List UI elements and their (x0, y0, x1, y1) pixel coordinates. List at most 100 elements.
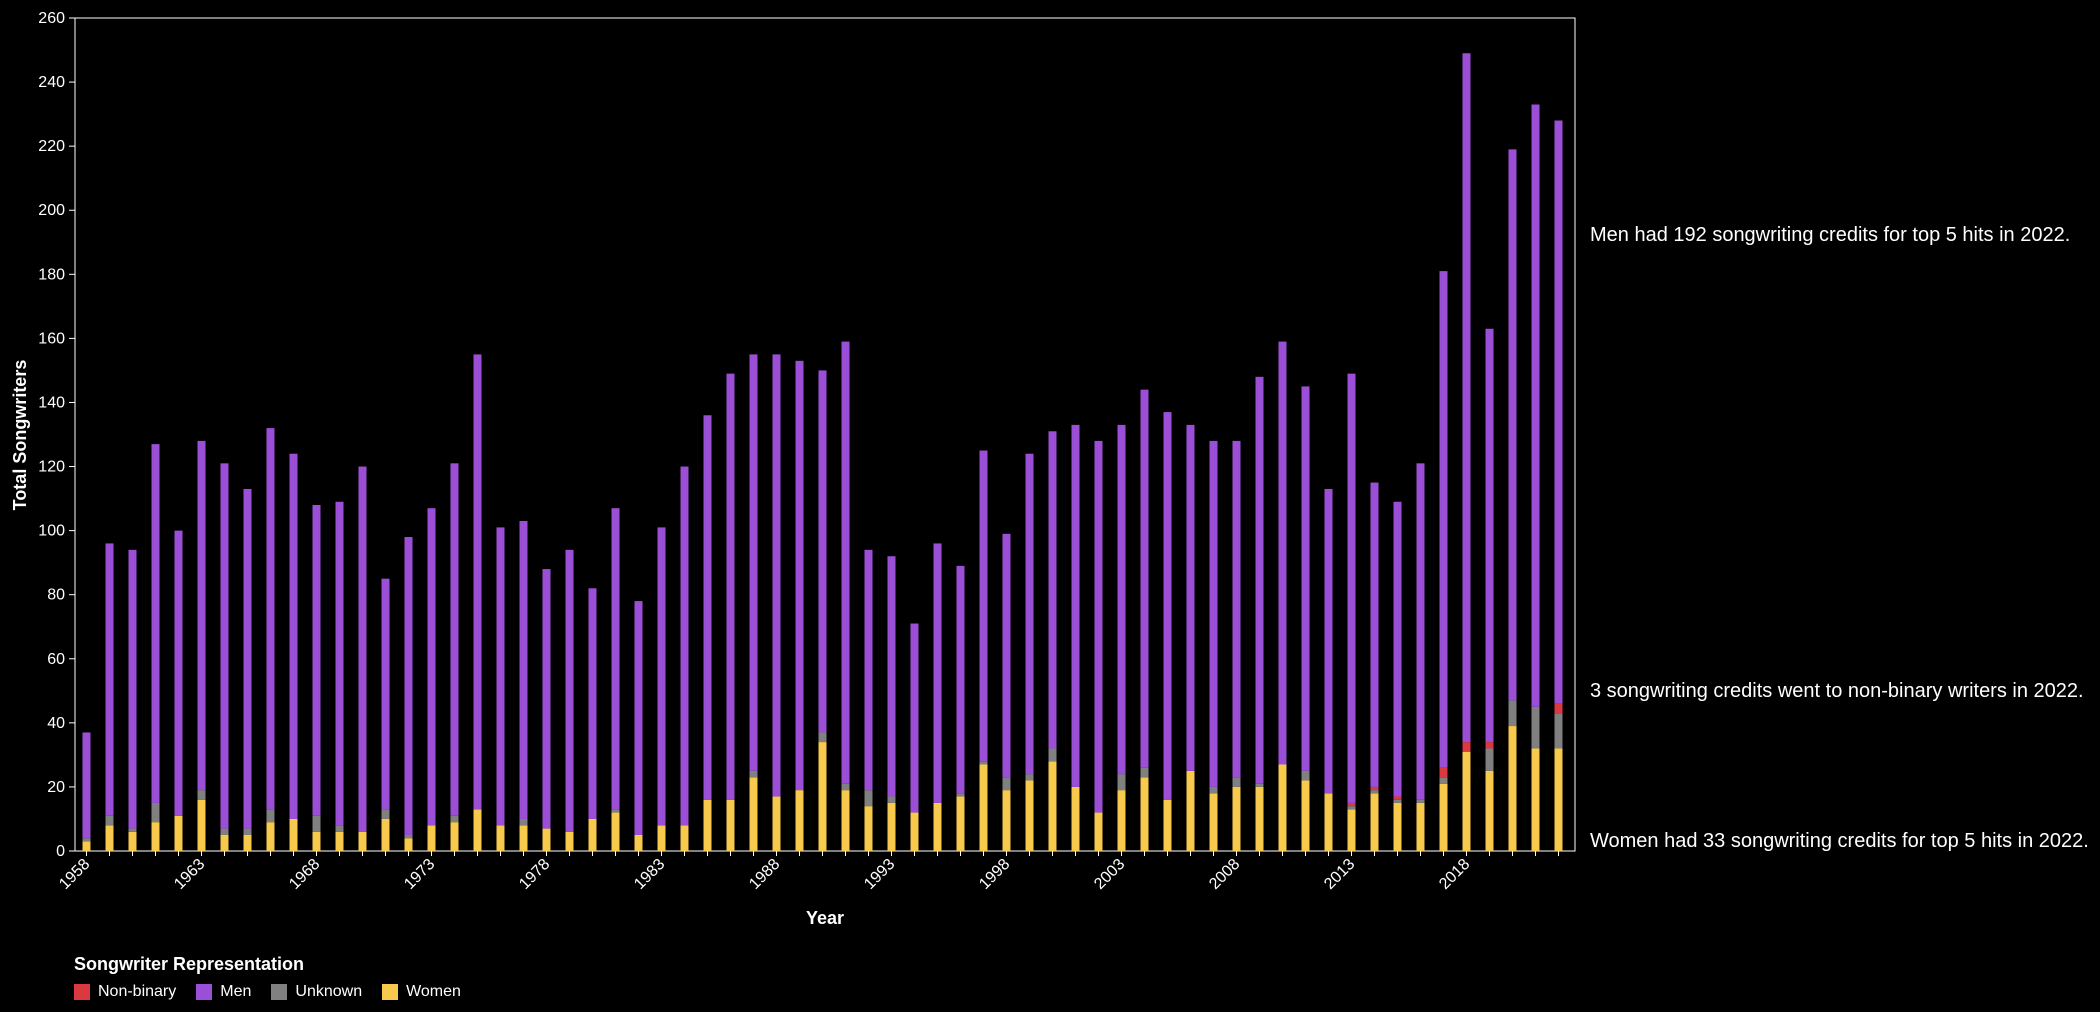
x-tick-label: 1973 (401, 856, 438, 893)
bar-men-2019 (1485, 328, 1494, 743)
legend-swatch (382, 984, 399, 1000)
bar-men-1973 (427, 508, 436, 826)
bar-unknown-2015 (1393, 799, 1402, 803)
legend-label: Unknown (295, 983, 363, 1000)
bar-unknown-2011 (1301, 770, 1310, 781)
x-tick-label: 1978 (516, 856, 553, 893)
x-tick-label: 2018 (1436, 856, 1473, 893)
bar-women-1966 (266, 822, 275, 851)
bar-men-2009 (1255, 376, 1264, 784)
bar-women-1961 (151, 822, 160, 851)
bar-unknown-2021 (1531, 706, 1540, 749)
men-annotation: Men had 192 songwriting credits for top … (1590, 224, 2071, 246)
bar-men-2022 (1554, 120, 1563, 704)
bar-women-1967 (289, 818, 298, 851)
bar-unknown-1959 (105, 815, 114, 826)
bar-men-2020 (1508, 149, 1517, 701)
bar-unknown-2013 (1347, 806, 1356, 810)
bar-women-1973 (427, 825, 436, 851)
bar-men-1965 (243, 488, 252, 829)
bars-group (82, 53, 1563, 851)
x-tick-label: 2013 (1321, 856, 1358, 893)
bar-non-binary-2017 (1439, 767, 1448, 778)
bar-men-1970 (358, 466, 367, 832)
bar-women-2003 (1117, 790, 1126, 851)
bar-women-1986 (726, 799, 735, 851)
bar-men-1985 (703, 415, 712, 800)
bar-unknown-2014 (1370, 790, 1379, 794)
x-tick-label: 1983 (631, 856, 668, 893)
bar-women-1993 (887, 802, 896, 851)
bar-unknown-1971 (381, 809, 390, 819)
legend-label: Non-binary (98, 983, 177, 1000)
x-tick-label: 1968 (286, 856, 323, 893)
bar-women-1988 (772, 796, 781, 851)
bar-men-1975 (473, 354, 482, 810)
bar-women-2014 (1370, 793, 1379, 851)
bar-men-1997 (979, 450, 988, 762)
bar-women-2011 (1301, 780, 1310, 851)
bar-women-2006 (1186, 770, 1195, 851)
bar-unknown-1998 (1002, 777, 1011, 791)
legend-label: Men (220, 983, 252, 1000)
bar-men-1996 (956, 565, 965, 794)
bar-women-1974 (450, 822, 459, 851)
bar-unknown-2000 (1048, 748, 1057, 762)
legend-item-women: Women (382, 983, 461, 1001)
y-axis: 0 20 40 60 80 100 120 140 160 180 200 220 240 260 (38, 10, 75, 860)
bar-unknown-1996 (956, 793, 965, 797)
bar-men-1979 (565, 549, 574, 832)
bar-unknown-2007 (1209, 786, 1218, 794)
bar-women-1978 (542, 828, 551, 851)
bar-unknown-1981 (611, 809, 620, 813)
bar-men-1978 (542, 569, 551, 829)
bar-men-1981 (611, 508, 620, 810)
y-tick-label: 60 (47, 651, 65, 668)
bar-unknown-1990 (818, 732, 827, 743)
bar-women-1998 (1002, 790, 1011, 851)
bar-unknown-1969 (335, 825, 344, 832)
y-tick-label: 240 (38, 74, 65, 91)
bar-women-2002 (1094, 812, 1103, 851)
bar-unknown-1961 (151, 802, 160, 823)
bar-unknown-1992 (864, 790, 873, 807)
bar-men-2006 (1186, 424, 1195, 771)
bar-men-2004 (1140, 389, 1149, 768)
bar-women-2001 (1071, 786, 1080, 851)
bar-men-1998 (1002, 533, 1011, 778)
bar-women-1982 (634, 834, 643, 851)
bar-unknown-1987 (749, 770, 758, 778)
bar-women-1985 (703, 799, 712, 851)
bar-men-1989 (795, 360, 804, 791)
bar-women-1992 (864, 806, 873, 851)
bar-men-2001 (1071, 424, 1080, 787)
women-annotation: Women had 33 songwriting credits for top… (1590, 830, 2089, 852)
bar-men-1995 (933, 543, 942, 803)
bar-women-2016 (1416, 802, 1425, 851)
bar-unknown-2022 (1554, 713, 1563, 749)
bar-women-1980 (588, 818, 597, 851)
bar-men-1986 (726, 373, 735, 800)
bar-unknown-1972 (404, 834, 413, 839)
y-axis-title: Total Songwriters (10, 360, 30, 511)
bar-men-2015 (1393, 501, 1402, 797)
bar-women-1972 (404, 838, 413, 851)
bar-men-1971 (381, 578, 390, 810)
bar-men-1959 (105, 543, 114, 816)
bar-women-1964 (220, 834, 229, 851)
y-tick-label: 40 (47, 715, 65, 732)
bar-unknown-1993 (887, 796, 896, 803)
bar-men-1994 (910, 623, 919, 813)
bar-unknown-2020 (1508, 700, 1517, 727)
bar-men-1982 (634, 601, 643, 835)
bar-unknown-1965 (243, 828, 252, 835)
bar-men-1976 (496, 527, 505, 826)
bar-men-1993 (887, 556, 896, 797)
y-tick-label: 180 (38, 266, 65, 283)
bar-women-1958 (82, 841, 91, 851)
bar-women-1994 (910, 812, 919, 851)
bar-unknown-2004 (1140, 767, 1149, 778)
bar-men-1999 (1025, 453, 1034, 775)
bar-men-1984 (680, 466, 689, 826)
bar-non-binary-2022 (1554, 703, 1563, 714)
